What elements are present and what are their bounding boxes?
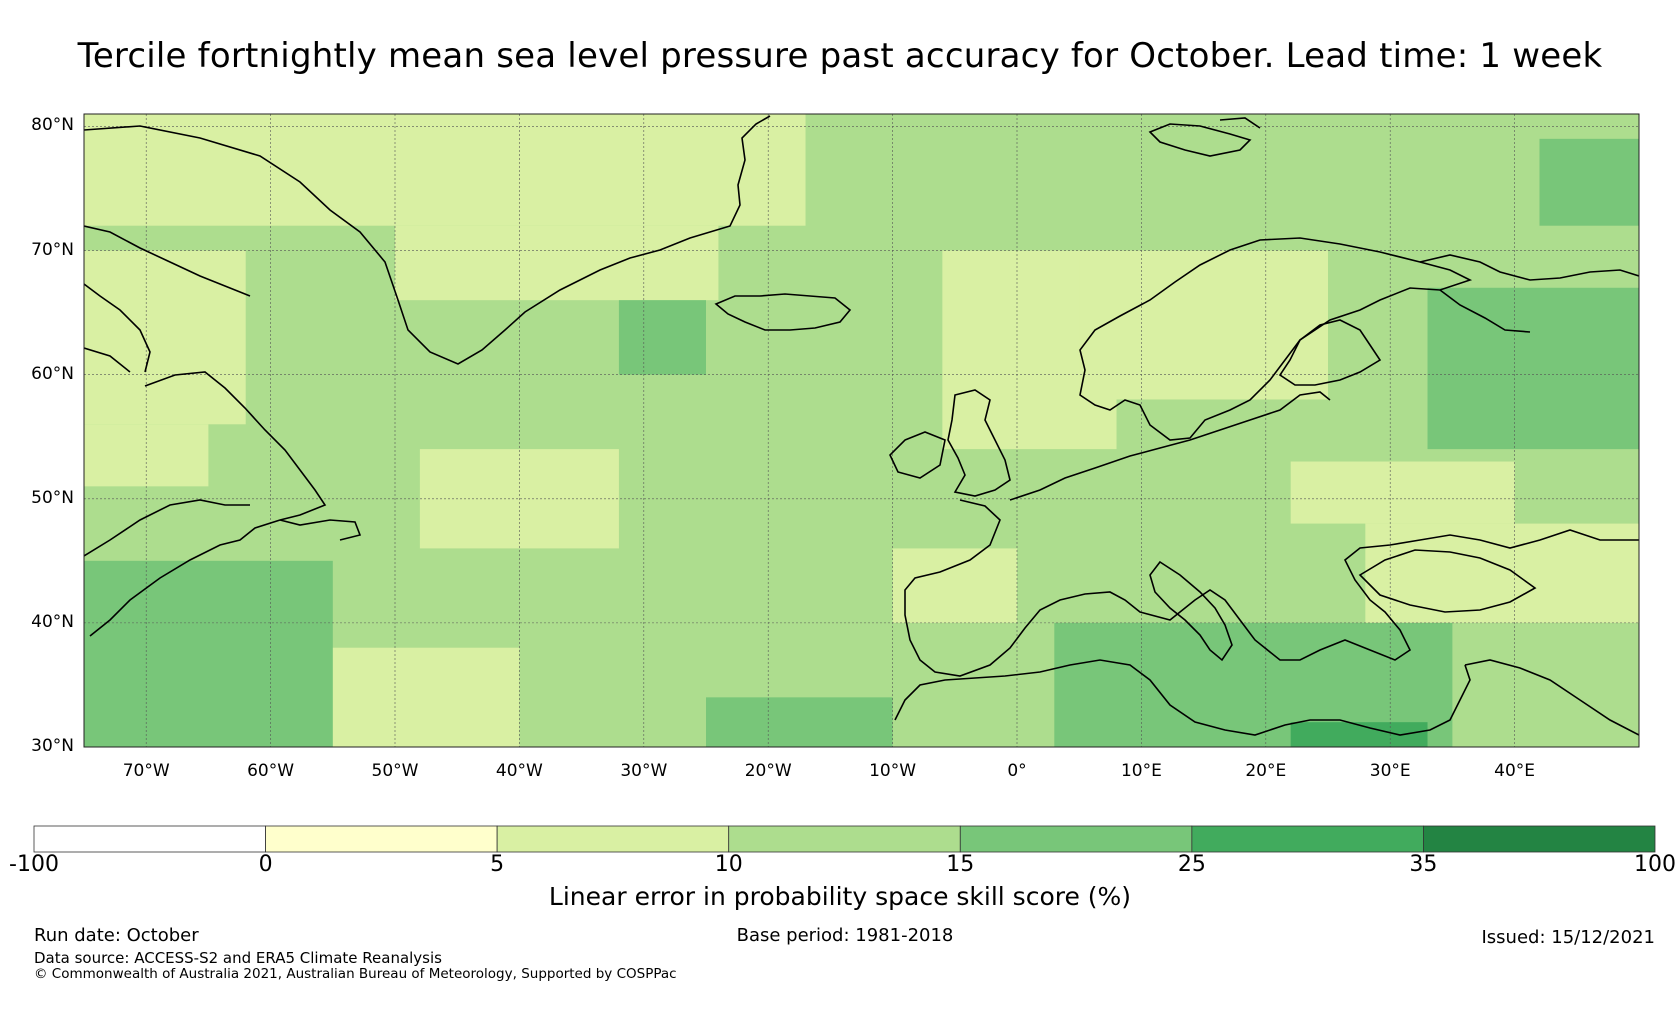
skill-region-arctic-east [1539, 138, 1639, 226]
lon-tick-label: 10°E [1120, 761, 1162, 781]
coastline-italy [1149, 560, 1233, 662]
coastline-black-sea [1358, 549, 1537, 613]
skill-region-labrador-greenland-north [84, 114, 806, 226]
coastline-finland [1278, 319, 1382, 386]
lon-tick-label: 10°W [869, 761, 917, 781]
coastline-iceland [714, 293, 852, 331]
colorbar-bin [1423, 825, 1656, 853]
colorbar-tick-label: 100 [1634, 852, 1676, 877]
skill-region-iberia-west [892, 548, 1017, 623]
lat-tick-label: 60°N [31, 363, 74, 384]
issued-date: Issued: 15/12/2021 [1481, 927, 1655, 948]
coastline-north-africa [894, 659, 1471, 736]
coastline-middle-east [1464, 659, 1639, 736]
skill-region-canada-east [84, 560, 333, 747]
lon-tick-label: 0° [1007, 761, 1027, 781]
colorbar-label: Linear error in probability space skill … [548, 882, 1132, 911]
coastline-russia-north [1419, 254, 1639, 333]
skill-region-east-atlantic [618, 300, 706, 375]
lat-tick-label: 70°N [31, 239, 74, 260]
lon-tick-label: 40°W [495, 761, 543, 781]
lat-tick-label: 80°N [31, 115, 74, 136]
lon-tick-label: 20°E [1245, 761, 1287, 781]
colorbar-tick-label: 10 [714, 852, 743, 877]
lat-tick-label: 40°N [31, 611, 74, 632]
lon-tick-label: 30°W [620, 761, 668, 781]
coastline-svalbard [1148, 117, 1261, 157]
map-title: Tercile fortnightly mean sea level press… [77, 36, 1603, 76]
copyright: © Commonwealth of Australia 2021, Austra… [34, 966, 677, 982]
map-frame [83, 113, 1640, 748]
skill-region-scandinavia [1079, 250, 1328, 400]
lat-tick-label: 30°N [31, 736, 74, 756]
skill-region-ukraine [1290, 461, 1515, 524]
colorbar-tick-label: -100 [9, 852, 59, 877]
colorbar-tick-label: 25 [1177, 852, 1206, 877]
lon-tick-label: 30°E [1369, 761, 1411, 781]
coastline-labrador [84, 371, 362, 637]
coastline-scandinavia [1079, 237, 1473, 441]
lon-tick-label: 50°W [371, 761, 419, 781]
colorbar-bin [728, 825, 961, 853]
colorbar-tick-label: 0 [258, 852, 273, 877]
coastlines [84, 115, 1639, 736]
skill-region-russia-north [1427, 287, 1639, 450]
colorbar-bin [265, 825, 498, 853]
skill-region-azores [320, 647, 520, 747]
data-source: Data source: ACCESS-S2 and ERA5 Climate … [34, 949, 442, 967]
colorbar-tick-label: 15 [946, 852, 975, 877]
colorbar-bin [1191, 825, 1424, 853]
graticule [84, 114, 1639, 747]
skill-region-black-sea [1365, 523, 1639, 623]
colorbar-bin [959, 825, 1193, 853]
lon-tick-label: 40°E [1494, 761, 1536, 781]
coastline-greenland [84, 115, 771, 365]
lat-tick-label: 50°N [31, 487, 74, 508]
coastline-europe [904, 391, 1639, 677]
skill-region-gibraltar-west [706, 697, 893, 747]
skill-region-baffin-west [84, 250, 246, 425]
coastline-baffin [84, 225, 251, 373]
skill-region-greenland-east-north [395, 225, 719, 301]
colorbar-bin [33, 825, 266, 853]
colorbar-tick-label: 5 [490, 852, 505, 877]
coastline-britain [947, 389, 1011, 497]
colorbar-tick-label: 35 [1409, 852, 1438, 877]
colorbar-bin [496, 825, 730, 853]
colorbar [33, 825, 1656, 853]
coastline-ireland [889, 431, 946, 479]
lon-tick-label: 60°W [247, 761, 295, 781]
lon-tick-label: 20°W [744, 761, 792, 781]
lon-tick-label: 70°W [122, 761, 170, 781]
run-date: Run date: October [34, 925, 199, 946]
base-period: Base period: 1981-2018 [736, 925, 954, 946]
